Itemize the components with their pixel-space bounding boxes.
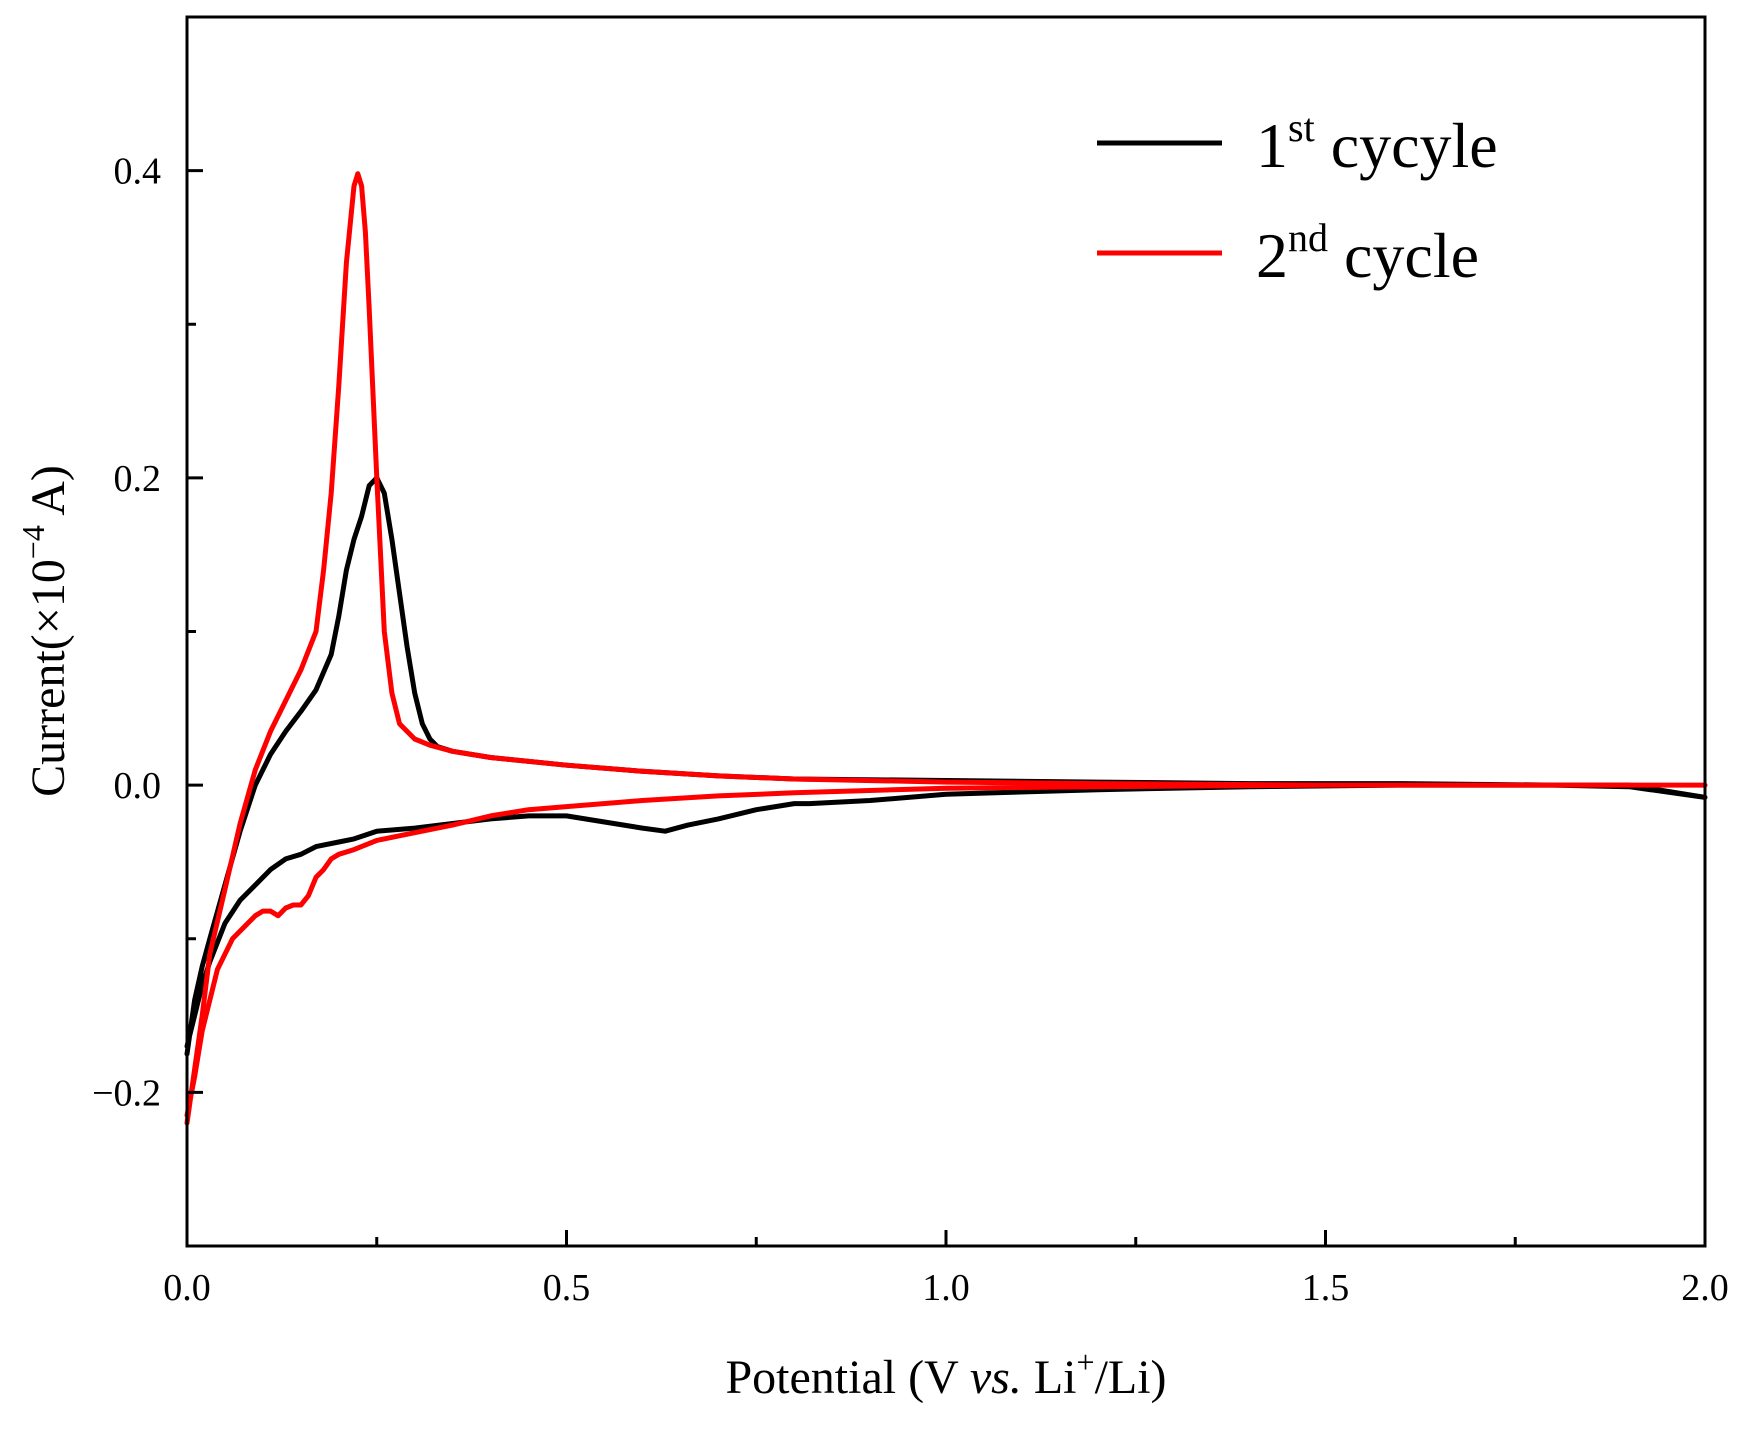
y-axis-title-prefix: Current(×10 bbox=[22, 559, 75, 797]
y-axis-title-suffix: A) bbox=[22, 465, 75, 525]
y-tick-label: 0.4 bbox=[114, 151, 162, 193]
legend-1st-sup: st bbox=[1288, 105, 1315, 150]
y-tick-label: 0.0 bbox=[114, 765, 162, 807]
y-axis-title-sup: −4 bbox=[15, 525, 51, 559]
x-tick-label: 0.0 bbox=[163, 1267, 211, 1309]
x-axis-title-sup: + bbox=[1077, 1344, 1095, 1380]
series-line-2 bbox=[184, 171, 1708, 1126]
legend-2nd-sup: nd bbox=[1288, 215, 1328, 260]
x-axis-title-suffix: /Li) bbox=[1095, 1351, 1167, 1404]
x-tick-label: 2.0 bbox=[1681, 1267, 1729, 1309]
y-tick-label: −0.2 bbox=[92, 1072, 161, 1114]
legend-2nd-rest: cycle bbox=[1328, 220, 1479, 291]
x-axis-title-middle: Li bbox=[1022, 1351, 1077, 1404]
legend-1st-rest: cycyle bbox=[1315, 110, 1498, 181]
x-tick-label: 1.0 bbox=[922, 1267, 970, 1309]
x-axis-title-italic: vs. bbox=[970, 1351, 1022, 1404]
series-layer bbox=[184, 171, 1708, 1126]
y-axis-title: Current(×10−4 A) bbox=[15, 465, 75, 797]
legend-label-2nd-cycle: 2nd cycle bbox=[1256, 215, 1479, 291]
legend: 1st cycyle 2nd cycle bbox=[1097, 105, 1498, 291]
x-axis-title: Potential (V vs. Li+/Li) bbox=[725, 1344, 1166, 1404]
ticks-layer: 0.0 0.5 1.0 1.5 2.0 −0.2 0.0 0.2 0.4 bbox=[92, 151, 1729, 1309]
x-tick-label: 1.5 bbox=[1302, 1267, 1350, 1309]
legend-1st-base: 1 bbox=[1256, 110, 1288, 181]
x-axis-title-prefix: Potential (V bbox=[725, 1351, 969, 1404]
legend-2nd-base: 2 bbox=[1256, 220, 1288, 291]
x-tick-label: 0.5 bbox=[543, 1267, 591, 1309]
legend-label-1st-cycle: 1st cycyle bbox=[1256, 105, 1498, 181]
y-tick-label: 0.2 bbox=[114, 458, 162, 500]
